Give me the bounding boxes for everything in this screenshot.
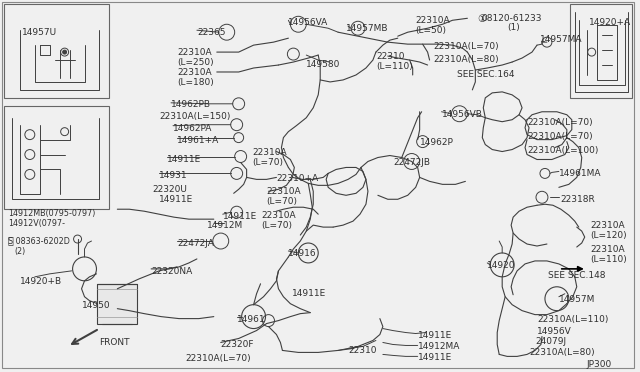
Text: 14911E: 14911E — [167, 154, 202, 164]
Text: 22310A(L=100): 22310A(L=100) — [527, 145, 598, 155]
Text: 14956VA: 14956VA — [289, 18, 328, 27]
Bar — [4, 106, 109, 209]
Text: (L=70): (L=70) — [262, 221, 292, 230]
Text: 22365: 22365 — [197, 28, 225, 37]
Text: 08120-61233: 08120-61233 — [481, 14, 542, 23]
Text: 149580: 149580 — [307, 60, 340, 69]
Bar — [4, 4, 109, 98]
Text: 14957U: 14957U — [22, 28, 57, 37]
Text: SEE SEC.148: SEE SEC.148 — [548, 271, 605, 280]
Text: (L=70): (L=70) — [253, 157, 284, 167]
Text: SEE SEC.164: SEE SEC.164 — [458, 70, 515, 79]
Text: JP300: JP300 — [587, 360, 612, 369]
Text: (L=250): (L=250) — [177, 58, 214, 67]
Text: 14957MA: 14957MA — [540, 35, 582, 44]
Text: 14911E: 14911E — [418, 331, 452, 340]
Text: 22310: 22310 — [376, 52, 404, 61]
Text: 14920: 14920 — [487, 261, 516, 270]
Text: (L=180): (L=180) — [177, 78, 214, 87]
Text: (L=110): (L=110) — [591, 255, 627, 264]
Text: Ⓢ: Ⓢ — [8, 235, 14, 245]
Text: 14962P: 14962P — [420, 138, 454, 147]
Text: 22310A(L=70): 22310A(L=70) — [433, 42, 499, 51]
Text: 14961+A: 14961+A — [177, 136, 220, 145]
Text: 22472JA: 22472JA — [177, 239, 214, 248]
Text: 22310A: 22310A — [262, 211, 296, 220]
Text: 14920+A: 14920+A — [589, 18, 631, 27]
Text: 22310A(L=70): 22310A(L=70) — [527, 132, 593, 141]
Text: 14962PA: 14962PA — [173, 124, 212, 133]
Text: FRONT: FRONT — [99, 339, 130, 347]
Text: (L=120): (L=120) — [591, 231, 627, 240]
Text: 14911E: 14911E — [292, 289, 326, 298]
Text: (1): (1) — [507, 23, 520, 32]
Text: 22310A: 22310A — [253, 148, 287, 157]
Text: 22310A: 22310A — [591, 221, 625, 230]
Text: 22310A(L=80): 22310A(L=80) — [433, 55, 499, 64]
Text: ①: ① — [477, 14, 486, 24]
Circle shape — [63, 50, 67, 54]
Text: (L=110): (L=110) — [376, 62, 413, 71]
Text: 22310A(L=70): 22310A(L=70) — [185, 355, 251, 363]
Bar — [570, 4, 632, 98]
Text: 14962PB: 14962PB — [171, 100, 211, 109]
Text: 22310A: 22310A — [177, 48, 212, 57]
Text: (2): (2) — [14, 247, 25, 256]
Text: 14956VB: 14956VB — [442, 110, 483, 119]
Text: 14961MA: 14961MA — [559, 169, 602, 179]
Text: 14916: 14916 — [289, 249, 317, 258]
Text: 14911E: 14911E — [418, 353, 452, 362]
Bar — [97, 284, 137, 324]
Text: 22310A: 22310A — [415, 16, 451, 25]
Text: 14957MB: 14957MB — [346, 24, 388, 33]
Text: 22472JB: 22472JB — [394, 157, 431, 167]
Text: 14920+B: 14920+B — [20, 277, 62, 286]
Text: 22310A(L=150): 22310A(L=150) — [159, 112, 230, 121]
Text: 14956V: 14956V — [537, 327, 572, 336]
Text: 22310A(L=80): 22310A(L=80) — [529, 349, 595, 357]
Text: 22310+A: 22310+A — [276, 174, 319, 183]
Text: 22310A(L=70): 22310A(L=70) — [527, 118, 593, 127]
Text: 14961: 14961 — [237, 315, 266, 324]
Text: 22310: 22310 — [348, 346, 376, 356]
Text: (L=70): (L=70) — [266, 197, 298, 206]
Text: 14912V(0797-: 14912V(0797- — [8, 219, 65, 228]
Text: 14911E: 14911E — [223, 212, 257, 221]
Text: 22320NA: 22320NA — [151, 267, 193, 276]
Text: 14912MB(0795-0797): 14912MB(0795-0797) — [8, 209, 95, 218]
Text: 22320F: 22320F — [221, 340, 254, 349]
Text: 22310A: 22310A — [177, 68, 212, 77]
Text: 22318R: 22318R — [561, 195, 596, 204]
Text: 14957M: 14957M — [559, 295, 595, 304]
Text: 14912M: 14912M — [207, 221, 243, 230]
Text: 22310A: 22310A — [266, 187, 301, 196]
Text: S 08363-6202D: S 08363-6202D — [8, 237, 70, 246]
Text: 14911E: 14911E — [159, 195, 193, 204]
Text: 22310A: 22310A — [591, 245, 625, 254]
Text: 14912MA: 14912MA — [418, 343, 460, 352]
Text: (L=50): (L=50) — [415, 26, 447, 35]
Text: 22310A(L=110): 22310A(L=110) — [537, 315, 609, 324]
Text: 14950: 14950 — [81, 301, 110, 310]
Text: 22320U: 22320U — [152, 185, 187, 194]
Text: 14931: 14931 — [159, 171, 188, 180]
Text: 24079J: 24079J — [535, 337, 566, 346]
